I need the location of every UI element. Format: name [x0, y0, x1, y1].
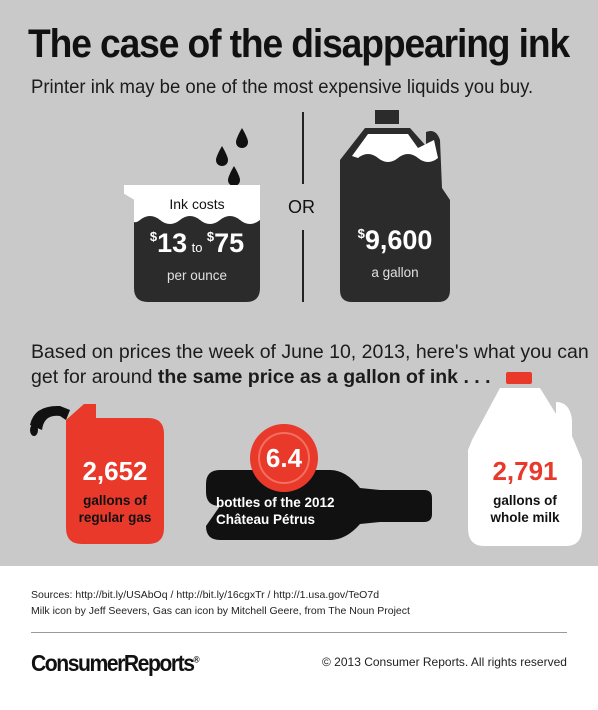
ink-high-price: 75: [214, 228, 245, 258]
ink-high-currency: $: [206, 229, 215, 244]
gallon-price: $9,600: [340, 225, 450, 256]
divider-bottom: [302, 230, 304, 302]
ink-low-currency: $: [149, 229, 158, 244]
copyright-text: © 2013 Consumer Reports. All rights rese…: [322, 655, 567, 669]
based-line-2: get for around the same price as a gallo…: [31, 365, 589, 390]
wine-bottle-icon: [206, 470, 432, 540]
divider-top: [302, 112, 304, 184]
gallon-unit: a gallon: [371, 265, 419, 280]
ink-drop-icon: [236, 128, 248, 148]
ink-drops-icon: [30, 110, 582, 546]
gallon-currency: $: [357, 226, 365, 241]
based-on-text: Based on prices the week of June 10, 201…: [31, 340, 589, 390]
logo-registered-mark: ®: [193, 654, 200, 665]
logo-text: ConsumerReports: [31, 650, 195, 676]
gas-caption-line-2: regular gas: [78, 510, 152, 525]
milk-caption-line-2: whole milk: [490, 510, 560, 525]
milk-jug-icon: [468, 372, 582, 546]
page-title: The case of the disappearing ink: [28, 22, 570, 66]
wax-seal-icon: [250, 424, 318, 492]
milk-caption: gallons of whole milk: [468, 492, 582, 526]
ink-low-price: 13: [157, 228, 188, 258]
ink-price-range: $13 to $75: [134, 228, 260, 259]
sources-text: Sources: http://bit.ly/USAbOq / http://b…: [31, 589, 380, 601]
based-line-1: Based on prices the week of June 10, 201…: [31, 341, 589, 363]
ink-unit: per ounce: [166, 268, 228, 283]
ink-costs-label: Ink costs: [169, 196, 225, 212]
icon-credit-text: Milk icon by Jeff Seevers, Gas can icon …: [31, 605, 410, 617]
wine-caption-line-1: bottles of the 2012: [216, 495, 335, 510]
ink-drop-icon: [216, 146, 228, 166]
consumer-reports-logo: ConsumerReports®: [31, 650, 200, 677]
gas-caption-line-1: gallons of: [83, 493, 147, 508]
based-line-2-bold: the same price as a gallon of ink . . .: [157, 366, 491, 388]
milk-caption-line-1: gallons of: [493, 493, 557, 508]
milk-value: 2,791: [492, 456, 558, 486]
jug-icon: [340, 110, 450, 302]
gallon-price-value: 9,600: [364, 225, 433, 255]
wine-value: 6.4: [265, 443, 303, 473]
page-subtitle: Printer ink may be one of the most expen…: [31, 76, 534, 98]
beaker-icon: [124, 185, 260, 302]
gas-caption: gallons of regular gas: [66, 492, 164, 526]
footer-divider: [31, 632, 567, 633]
wine-caption: bottles of the 2012 Château Pétrus: [216, 494, 335, 528]
ink-range-to: to: [191, 240, 203, 255]
based-line-2-plain: get for around: [31, 366, 158, 388]
wine-caption-line-2: Château Pétrus: [216, 512, 316, 527]
gas-value: 2,652: [82, 456, 148, 486]
gas-can-icon: [30, 404, 164, 544]
or-label: OR: [288, 197, 315, 217]
ink-drop-icon: [228, 166, 240, 186]
